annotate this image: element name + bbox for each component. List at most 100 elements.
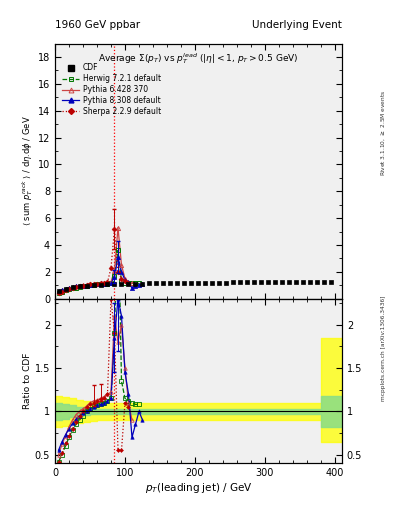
CDF	[294, 279, 299, 285]
CDF	[224, 280, 229, 286]
CDF	[245, 279, 250, 285]
Pythia 8.308 default	[63, 286, 68, 292]
CDF	[147, 281, 152, 287]
Herwig 7.2.1 default	[63, 287, 68, 293]
Pythia 8.308 default	[112, 273, 117, 280]
CDF	[84, 283, 89, 289]
Herwig 7.2.1 default	[73, 285, 78, 291]
Pythia 6.428 370	[73, 283, 78, 289]
Pythia 8.308 default	[102, 281, 107, 287]
Pythia 8.308 default	[123, 277, 127, 283]
Herwig 7.2.1 default	[91, 282, 96, 288]
Pythia 6.428 370	[126, 280, 131, 286]
Pythia 6.428 370	[67, 285, 72, 291]
Pythia 8.308 default	[137, 282, 141, 288]
Y-axis label: $\langle$ sum $p_T^{rack}$ $\rangle$ / d$\eta$.d$\phi$ / GeV: $\langle$ sum $p_T^{rack}$ $\rangle$ / d…	[20, 116, 35, 226]
Text: Underlying Event: Underlying Event	[252, 19, 342, 30]
Pythia 8.308 default	[60, 287, 64, 293]
Herwig 7.2.1 default	[108, 281, 113, 287]
Line: Pythia 6.428 370: Pythia 6.428 370	[57, 225, 134, 294]
CDF	[308, 279, 313, 285]
Pythia 8.308 default	[70, 284, 75, 290]
Pythia 8.308 default	[91, 282, 96, 288]
CDF	[315, 279, 320, 285]
Herwig 7.2.1 default	[60, 289, 64, 295]
Herwig 7.2.1 default	[112, 273, 117, 279]
CDF	[287, 279, 292, 285]
Line: Pythia 8.308 default: Pythia 8.308 default	[57, 255, 145, 293]
Pythia 6.428 370	[70, 284, 75, 290]
Pythia 6.428 370	[88, 281, 92, 287]
Pythia 6.428 370	[91, 281, 96, 287]
Sherpa 2.2.9 default	[119, 275, 124, 282]
Pythia 8.308 default	[116, 254, 120, 260]
Herwig 7.2.1 default	[102, 281, 107, 287]
Herwig 7.2.1 default	[81, 283, 85, 289]
Sherpa 2.2.9 default	[77, 283, 82, 289]
CDF	[252, 279, 257, 285]
Pythia 8.308 default	[73, 284, 78, 290]
Herwig 7.2.1 default	[56, 290, 61, 296]
Pythia 8.308 default	[84, 282, 89, 288]
CDF	[133, 281, 138, 287]
Herwig 7.2.1 default	[88, 282, 92, 288]
Sherpa 2.2.9 default	[123, 278, 127, 284]
CDF	[119, 281, 124, 287]
CDF	[259, 279, 264, 285]
Pythia 6.428 370	[105, 280, 110, 286]
CDF	[182, 280, 187, 286]
Pythia 6.428 370	[116, 224, 120, 230]
CDF	[231, 280, 236, 286]
Pythia 6.428 370	[81, 282, 85, 288]
Pythia 6.428 370	[108, 279, 113, 285]
Pythia 8.308 default	[88, 282, 92, 288]
Herwig 7.2.1 default	[133, 281, 138, 287]
Sherpa 2.2.9 default	[88, 281, 92, 287]
CDF	[301, 279, 306, 285]
Pythia 6.428 370	[98, 280, 103, 286]
CDF	[217, 280, 222, 286]
Sherpa 2.2.9 default	[108, 265, 113, 271]
CDF	[70, 284, 75, 290]
CDF	[161, 280, 166, 286]
Pythia 8.308 default	[81, 283, 85, 289]
CDF	[56, 288, 61, 294]
Pythia 6.428 370	[77, 283, 82, 289]
Text: Rivet 3.1.10, $\geq$ 2.5M events: Rivet 3.1.10, $\geq$ 2.5M events	[379, 90, 387, 176]
Y-axis label: Ratio to CDF: Ratio to CDF	[23, 353, 32, 409]
CDF	[98, 282, 103, 288]
Sherpa 2.2.9 default	[56, 290, 61, 296]
Herwig 7.2.1 default	[98, 281, 103, 287]
Pythia 6.428 370	[112, 267, 117, 273]
Pythia 6.428 370	[102, 280, 107, 286]
CDF	[266, 279, 271, 285]
Pythia 6.428 370	[63, 286, 68, 292]
Pythia 6.428 370	[123, 275, 127, 282]
CDF	[322, 279, 327, 285]
Sherpa 2.2.9 default	[95, 281, 99, 287]
Pythia 6.428 370	[84, 282, 89, 288]
CDF	[126, 281, 131, 287]
Sherpa 2.2.9 default	[73, 284, 78, 290]
Herwig 7.2.1 default	[105, 281, 110, 287]
Herwig 7.2.1 default	[116, 247, 120, 253]
CDF	[91, 282, 96, 288]
Herwig 7.2.1 default	[95, 282, 99, 288]
Pythia 8.308 default	[67, 285, 72, 291]
Pythia 6.428 370	[60, 287, 64, 293]
CDF	[154, 280, 159, 286]
Text: Average $\Sigma(p_T)$ vs $p_T^{lead}$ ($|\eta| < 1$, $p_T > 0.5$ GeV): Average $\Sigma(p_T)$ vs $p_T^{lead}$ ($…	[98, 51, 299, 66]
Legend: CDF, Herwig 7.2.1 default, Pythia 6.428 370, Pythia 8.308 default, Sherpa 2.2.9 : CDF, Herwig 7.2.1 default, Pythia 6.428 …	[62, 62, 162, 117]
Pythia 6.428 370	[56, 289, 61, 295]
Sherpa 2.2.9 default	[84, 282, 89, 288]
Herwig 7.2.1 default	[67, 286, 72, 292]
Herwig 7.2.1 default	[84, 283, 89, 289]
Line: Sherpa 2.2.9 default: Sherpa 2.2.9 default	[57, 227, 130, 295]
CDF	[189, 280, 194, 286]
CDF	[105, 282, 110, 288]
Sherpa 2.2.9 default	[91, 281, 96, 287]
Line: CDF: CDF	[56, 280, 334, 293]
Sherpa 2.2.9 default	[105, 279, 110, 285]
Herwig 7.2.1 default	[130, 280, 134, 286]
CDF	[273, 279, 278, 285]
